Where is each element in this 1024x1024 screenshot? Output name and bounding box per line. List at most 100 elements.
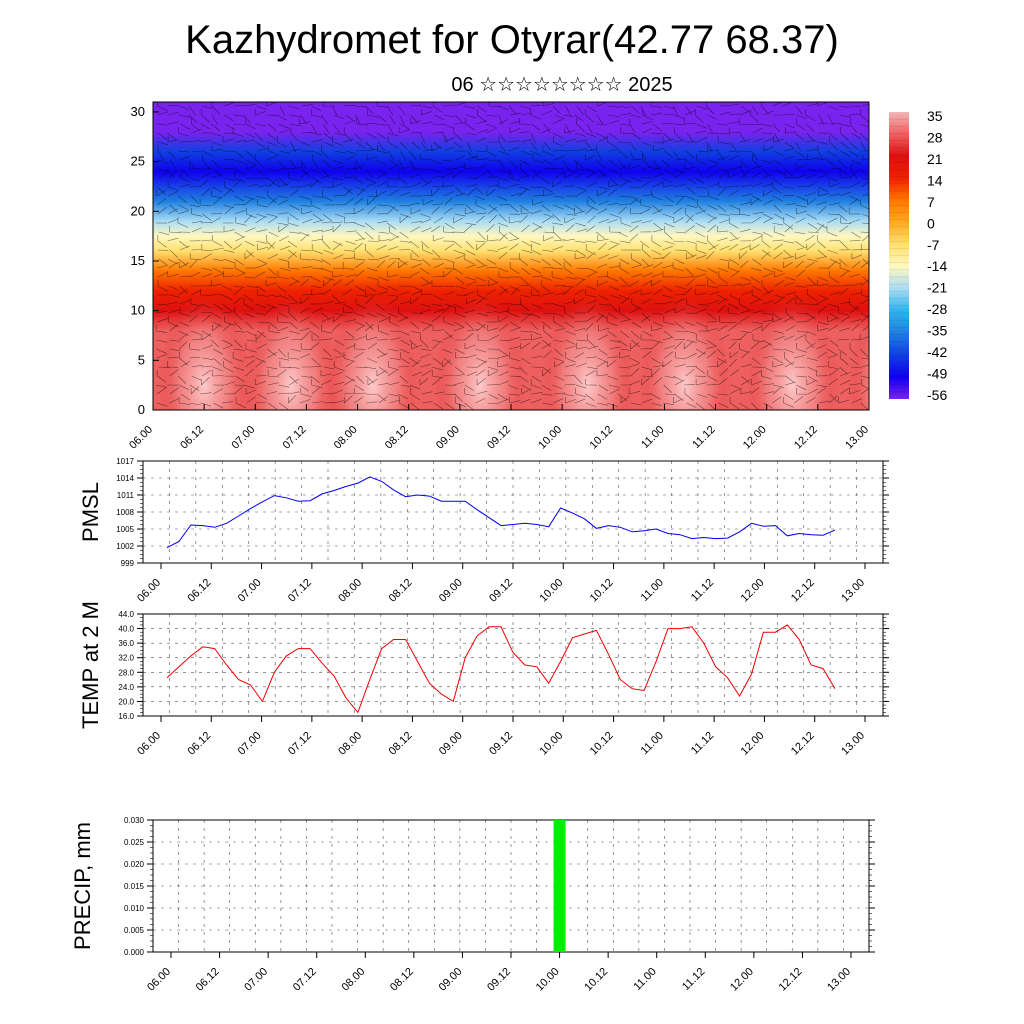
x-tick-label: 09.00 [437, 577, 465, 605]
precip-panel: 0.030 0.025 0.020 0.015 0.010 0.005 0.00006.00… [70, 816, 875, 994]
x-tick-label: 10.00 [536, 424, 564, 452]
x-tick-label: 08.00 [336, 730, 364, 758]
x-tick-label: 11.00 [631, 966, 658, 993]
x-tick-label: 08.12 [388, 966, 416, 994]
x-tick-label: 06.00 [135, 730, 163, 758]
x-tick-label: 09.12 [485, 966, 513, 994]
y-axis-label: PRECIP, mm [70, 822, 95, 950]
warm-maximum [638, 293, 731, 410]
x-tick-label: 11.12 [680, 966, 707, 993]
grid [152, 819, 870, 953]
x-tick-label: 06.00 [135, 577, 163, 605]
x-tick-label: 08.12 [383, 424, 411, 452]
warm-maximum [434, 293, 527, 410]
x-tick-label: 10.00 [537, 730, 565, 758]
x-tick-label: 12.12 [777, 966, 805, 994]
colorbar-label: -42 [927, 344, 947, 360]
x-tick-label: 13.00 [825, 966, 853, 994]
x-tick-label: 08.00 [332, 424, 360, 452]
x-tick-label: 09.00 [437, 966, 465, 994]
colorbar-label: -35 [927, 323, 947, 339]
colorbar-label: -28 [927, 301, 947, 317]
colorbar-label: 0 [927, 215, 935, 231]
wind-barbs [155, 102, 869, 410]
x-tick-label: 08.12 [387, 730, 415, 758]
colorbar-label: 7 [927, 194, 935, 210]
x-tick-label: 12.00 [739, 730, 767, 758]
y-tick-label: 15 [131, 253, 145, 268]
temp-series-line [166, 624, 836, 714]
warm-maximum [158, 293, 251, 410]
cross-section-panel: 0 5 10 15 20 25 30 06.00 06.12 07.00 07.12 08.00 08.… [127, 101, 871, 452]
x-tick-label: 11.12 [689, 577, 716, 604]
x-tick-label: 07.00 [229, 424, 257, 452]
colorbar-label: -14 [927, 258, 947, 274]
x-tick-label: 10.12 [587, 424, 615, 452]
y-tick-label: 0.030 [124, 816, 145, 825]
x-tick-label: 12.00 [728, 966, 756, 994]
colorbar-label: 14 [927, 172, 943, 188]
colorbar-label: -49 [927, 366, 947, 382]
y-tick-label: 0.015 [124, 882, 145, 891]
y-tick-label: 1017 [116, 457, 134, 466]
x-tick-label: 06.12 [185, 577, 213, 605]
x-tick-label: 07.12 [281, 424, 309, 452]
y-tick-label: 0.020 [124, 860, 145, 869]
y-tick-label: 28.0 [118, 668, 134, 677]
y-tick-label: 1008 [116, 508, 134, 517]
y-tick-label: 1002 [116, 542, 134, 551]
colorbar-label: -7 [927, 237, 940, 253]
x-tick-label: 06.12 [178, 424, 206, 452]
y-tick-label: 1014 [116, 474, 134, 483]
field [153, 102, 869, 410]
temp-panel: 44.0 40.0 36.0 32.0 28.0 24.0 20.0 16.006.00 06.… [78, 601, 889, 758]
y-tick-label: 999 [121, 559, 135, 568]
grid [142, 613, 884, 717]
x-tick-label: 11.00 [639, 730, 666, 757]
x-tick-label: 08.00 [339, 966, 367, 994]
x-tick-label: 11.00 [639, 577, 666, 604]
x-tick-label: 12.00 [741, 424, 769, 452]
y-tick-label: 0.025 [124, 838, 145, 847]
y-tick-label: 36.0 [118, 639, 134, 648]
colorbar-bar [889, 112, 909, 399]
x-tick-label: 07.12 [286, 730, 314, 758]
x-tick-label: 10.00 [537, 577, 565, 605]
x-tick-label: 09.12 [487, 730, 515, 758]
pmsl-series-line [166, 476, 836, 549]
y-tick-label: 24.0 [118, 683, 134, 692]
colorbar: 35 28 21 14 7 0 -7 -14 -21 -28 -35 -42 -49 -56 [889, 108, 947, 403]
y-tick-label: 0.000 [124, 948, 145, 957]
warm-maximum [746, 293, 839, 410]
chart-title: Kazhydromet for Otyrar(42.77 68.37) [185, 18, 839, 62]
y-axis-label: PMSL [78, 482, 103, 542]
y-tick-label: 5 [138, 352, 145, 367]
x-tick-label: 07.00 [236, 730, 264, 758]
x-tick-label: 12.12 [792, 424, 820, 452]
x-tick-label: 06.00 [145, 966, 173, 994]
x-tick-label: 11.12 [689, 730, 716, 757]
x-tick-label: 12.12 [789, 730, 817, 758]
x-tick-label: 09.00 [434, 424, 462, 452]
y-tick-label: 20.0 [118, 697, 134, 706]
y-tick-label: 1011 [117, 491, 135, 500]
x-tick-label: 10.12 [588, 730, 616, 758]
y-axis-label: TEMP at 2 M [78, 601, 103, 729]
x-tick-label: 09.12 [485, 424, 513, 452]
y-tick-label: 0 [138, 402, 145, 417]
x-tick-label: 10.12 [582, 966, 610, 994]
y-tick-label: 0.010 [124, 904, 145, 913]
x-tick-label: 06.12 [185, 730, 213, 758]
y-tick-label: 44.0 [118, 610, 134, 619]
x-tick-label: 10.12 [588, 577, 616, 605]
grid [142, 460, 884, 564]
y-tick-label: 0.005 [124, 926, 145, 935]
colorbar-label: -21 [927, 280, 947, 296]
x-tick-label: 08.00 [336, 577, 364, 605]
x-tick-label: 13.00 [839, 730, 867, 758]
x-tick-label: 09.00 [437, 730, 465, 758]
x-tick-label: 08.12 [387, 577, 415, 605]
x-tick-label: 11.00 [639, 424, 666, 451]
